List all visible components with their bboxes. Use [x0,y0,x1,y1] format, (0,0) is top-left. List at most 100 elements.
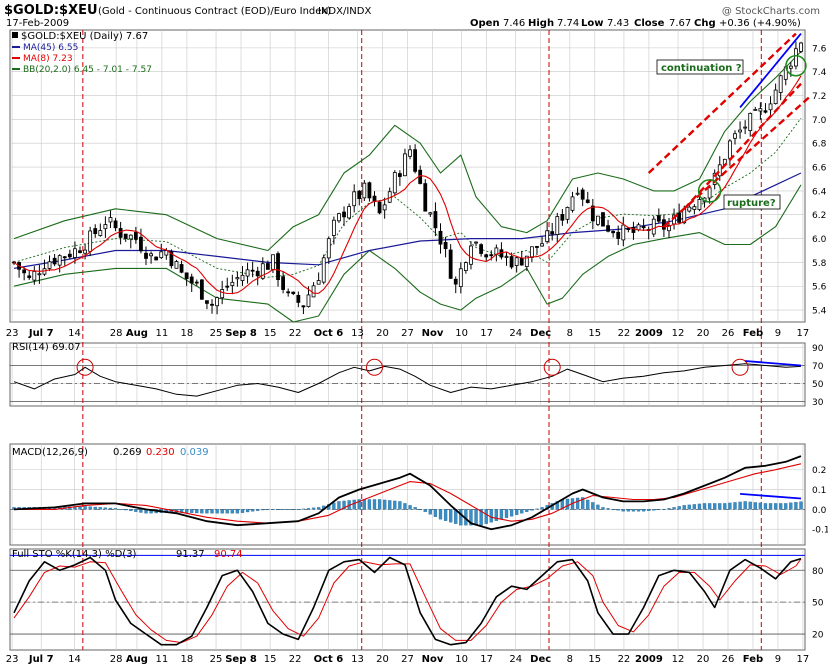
macd-histogram-bar [103,507,108,510]
candle-body [62,256,67,259]
candle-body [230,281,235,286]
x-tick-label-top: 8 [567,328,573,339]
candle-body [438,230,443,245]
macd-histogram-bar [479,509,483,526]
macd-histogram-bar [713,503,717,510]
x-tick-label-top: 2009 [635,328,663,339]
macd-histogram-bar [540,507,544,510]
macd-histogram-bar [509,509,514,517]
x-tick-label-top: Dec [530,328,551,339]
y-tick-label: 6.0 [812,235,827,245]
candle-body [296,294,301,303]
candle-body [225,285,230,288]
macd-histogram-bar [799,501,803,510]
candle-body [22,269,27,274]
candle-body [103,224,108,230]
candle-body [626,228,631,230]
x-tick-label-top: 24 [509,328,522,339]
macd-histogram-bar [687,504,691,510]
candle-body [651,218,656,235]
macd-histogram-bar [697,503,702,510]
candle-body [697,199,702,210]
bb-upper-line [13,51,802,252]
continuation-circle [785,55,807,77]
candle-body [311,285,316,298]
macd-histogram-bar [129,509,133,511]
x-tick-label-bottom: 25 [210,654,223,665]
candle-body [484,254,489,258]
close-label: Close [634,18,665,29]
candle-body [428,212,433,215]
candle-body [78,250,82,253]
continuation-annotation: continuation ? [656,59,744,75]
x-tick-label-bottom: 9 [775,654,781,665]
macd-histogram-bar [388,500,392,510]
x-tick-label-bottom: 15 [264,654,277,665]
y-tick-label: 6.2 [812,211,826,221]
macd-histogram-bar [449,509,453,523]
macd-histogram-bar [195,509,199,514]
x-tick-label-bottom: 18 [181,654,194,665]
x-tick-label-bottom: 20 [697,654,710,665]
y-tick-label: 6.4 [812,187,827,197]
macd-histogram-bar [357,499,361,510]
macd-histogram-bar [245,509,250,513]
x-tick-label-top: 9 [775,328,781,339]
macd-histogram-bar [88,506,92,510]
rsi-title: RSI(14) 69.07 [12,342,81,353]
macd-histogram-bar [398,501,402,510]
trend-channel-upper [647,32,797,174]
candle-body [27,275,32,279]
candle-body [443,241,448,250]
macd-histogram-bar [768,503,773,510]
macd-histogram-bar [134,509,138,512]
candle-body [37,273,42,276]
macd-histogram-bar [773,503,778,510]
macd-histogram-bar [261,509,265,511]
x-tick-label-bottom: 22 [618,654,631,665]
candle-body [570,196,575,211]
candle-body [189,276,194,284]
x-tick-label-top: 25 [210,328,223,339]
x-tick-label-bottom: 14 [68,654,81,665]
macd-histogram-bar [530,509,534,511]
candle-body [768,103,773,111]
candle-body [250,269,255,272]
y-tick-label: 5.4 [812,307,827,317]
x-tick-label-bottom: Sep 8 [225,654,257,665]
candle-body [260,263,265,279]
macd-histogram-bar [489,509,493,523]
candle-body [621,224,626,241]
macd-line [13,455,802,531]
candle-body [73,248,77,258]
symbol-name: (Gold - Continuous Contract (EOD)/Euro I… [98,6,331,17]
candle-body [337,213,341,222]
candle-body [794,48,798,67]
macd-histogram-bar [723,503,727,510]
macd-histogram-bar [484,509,488,524]
candle-body [306,294,311,307]
candle-body [184,272,189,280]
y-tick-label: 7.2 [812,92,826,102]
x-tick-label-top: Jul 7 [28,328,54,339]
sto-title-prefix: Full STO %K(14,3) %D(3) [12,549,137,560]
macd-histogram-bar [240,509,245,513]
y-tick-label: 7.4 [812,68,827,78]
candle-body [271,254,275,270]
candle-body [560,214,565,221]
candle-body [128,234,133,240]
candle-body [316,280,321,285]
macd-histogram-bar [342,500,346,510]
macd-histogram-bar [403,503,407,510]
macd-histogram-bar [291,509,295,511]
candle-body [596,215,600,225]
macd-histogram-bar [494,509,499,521]
bb-legend: BB(20,2.0) 6.45 - 7.01 - 7.57 [23,65,152,75]
sto-k-value: 91.37 [176,549,205,560]
macd-histogram-bar [413,507,417,510]
candle-body [108,217,113,223]
macd-histogram-bar [215,509,219,514]
candle-body [347,206,352,219]
candle-body [463,262,468,271]
candle-body [301,305,306,308]
